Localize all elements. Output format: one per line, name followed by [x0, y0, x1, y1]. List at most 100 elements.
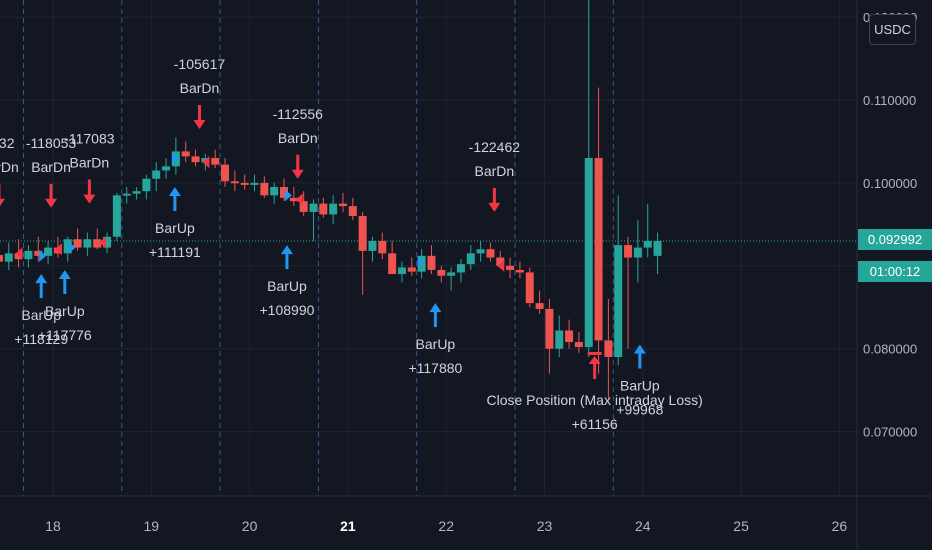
candle	[506, 257, 515, 279]
signal-label: BarUp	[416, 336, 456, 352]
candle-body	[230, 181, 239, 184]
buy-signal: BarUp +108990	[260, 245, 315, 318]
candle-body	[112, 195, 121, 237]
signal-label: BarDn	[0, 159, 19, 175]
candle-body	[574, 342, 583, 348]
candle	[486, 242, 495, 262]
x-tick-label: 18	[45, 518, 61, 534]
signal-label: -117083	[64, 131, 115, 147]
signal-label: +117880	[408, 360, 462, 376]
candle-body	[643, 240, 652, 248]
signal-label: Close Position (Max intraday Loss)	[486, 392, 702, 408]
candle	[545, 298, 554, 374]
candle	[83, 232, 92, 256]
close-arrow-head	[588, 355, 601, 364]
buy-signal: BarUp +117880	[408, 303, 463, 376]
candle	[388, 240, 397, 275]
candle-body	[358, 216, 367, 251]
y-tick-label: 0.110000	[863, 93, 916, 108]
candle	[624, 236, 633, 349]
candle	[584, 0, 593, 357]
buy-arrow-head	[429, 303, 442, 313]
candle	[122, 187, 131, 204]
sell-signal: -112556 BarDn	[273, 106, 324, 179]
candle-body	[0, 255, 3, 262]
sell-signal: -118053 BarDn	[26, 135, 76, 208]
candle	[368, 236, 377, 262]
candle	[112, 192, 121, 241]
trade-annotations: 7832BarDn-118053BarDn-117083BarDn-105617…	[0, 56, 703, 432]
candle	[643, 203, 652, 258]
candle-body	[93, 239, 102, 248]
trade-marker	[295, 193, 303, 206]
y-tick-label: 0.100000	[863, 176, 917, 191]
candle-body	[4, 253, 13, 262]
signal-label: +118129	[14, 331, 68, 347]
x-tick-label: 23	[537, 518, 553, 534]
candle	[221, 158, 230, 188]
signal-label: BarDn	[31, 159, 71, 175]
candle-body	[24, 250, 33, 260]
candle	[565, 319, 574, 349]
candle-body	[368, 240, 377, 251]
candle	[319, 197, 328, 218]
sell-arrow-head	[0, 198, 5, 207]
candle-body	[545, 308, 554, 349]
trade-marker	[39, 249, 47, 262]
candle-body	[270, 187, 279, 196]
x-tick-label: 19	[144, 518, 160, 534]
buy-signal: BarUp +118129	[14, 274, 68, 347]
candle-body	[447, 272, 456, 276]
candle	[250, 174, 259, 192]
sell-signal: 7832 BarDn	[0, 135, 19, 207]
candle	[152, 162, 161, 192]
buy-signal: BarUp +99968	[616, 344, 664, 418]
candle-body	[653, 240, 662, 256]
candle-body	[63, 239, 72, 254]
signal-label: BarDn	[475, 163, 515, 179]
signal-label: BarUp	[45, 303, 85, 319]
signal-label: -122462	[469, 139, 521, 155]
trade-marker	[68, 241, 76, 254]
candle-body	[132, 191, 141, 194]
sell-arrow-head	[193, 120, 206, 130]
signal-label: +61156	[572, 416, 618, 432]
signal-label: -112556	[273, 106, 324, 122]
trade-marker	[15, 247, 23, 260]
currency-button[interactable]: USDC	[869, 14, 916, 45]
candle	[437, 265, 446, 283]
signal-label: BarDn	[180, 80, 220, 96]
candle-body	[122, 193, 131, 196]
candle-body	[299, 201, 308, 212]
candle-body	[535, 303, 544, 309]
signal-label: BarDn	[278, 130, 318, 146]
signal-label: BarUp	[267, 278, 307, 294]
candle-body	[280, 187, 289, 198]
signal-label: +108990	[260, 302, 315, 318]
trade-marker	[417, 255, 425, 268]
candle-body	[162, 166, 171, 171]
sell-arrow-head	[83, 194, 96, 204]
candle-body	[142, 178, 151, 192]
candle-body	[555, 330, 564, 349]
buy-arrow-head	[35, 274, 48, 284]
buy-arrow-head	[168, 187, 181, 197]
candle	[594, 87, 603, 374]
trade-marker	[497, 259, 505, 272]
buy-arrow-head	[58, 269, 71, 279]
candle	[653, 232, 662, 275]
candle-body	[309, 203, 318, 212]
candle	[24, 245, 33, 268]
y-tick-label: 0.080000	[863, 342, 917, 357]
candle-body	[14, 253, 23, 260]
candle	[466, 245, 475, 270]
signal-label: BarUp	[620, 378, 660, 394]
candle-body	[388, 253, 397, 275]
candle-body	[525, 272, 534, 304]
candle	[515, 261, 524, 279]
candle	[338, 192, 347, 212]
candle	[299, 191, 308, 217]
candle-body	[83, 239, 92, 248]
candle-body	[289, 197, 298, 202]
